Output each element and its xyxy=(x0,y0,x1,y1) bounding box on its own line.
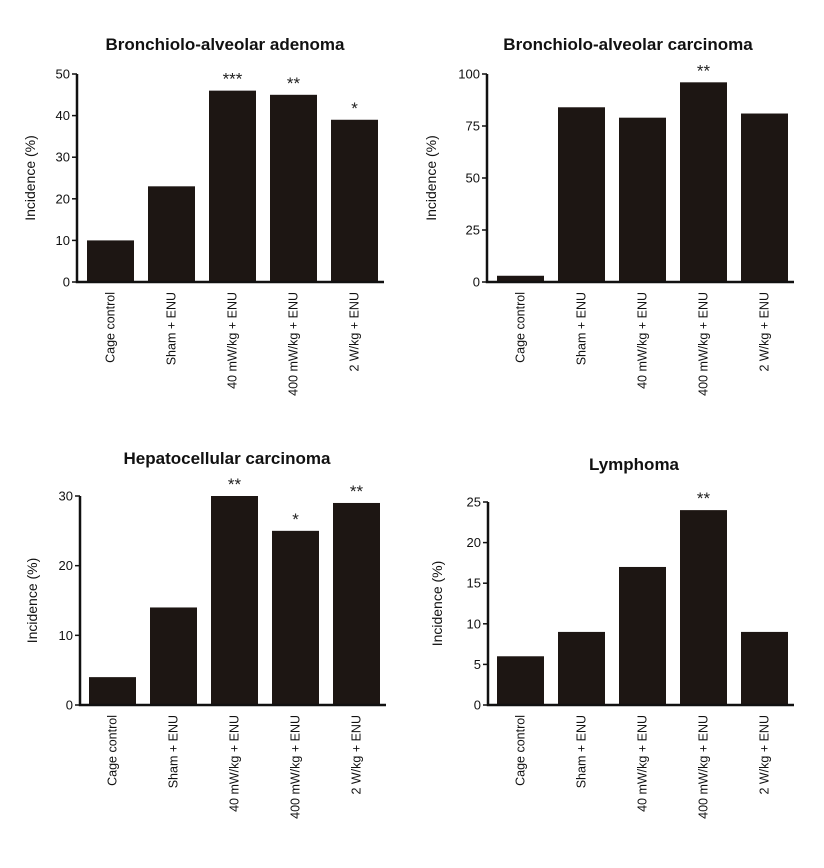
y-tick-label: 25 xyxy=(466,223,480,238)
chart-title: Hepatocellular carcinoma xyxy=(124,449,331,468)
y-tick-label: 15 xyxy=(467,576,481,591)
y-tick-label: 20 xyxy=(59,558,73,573)
bar xyxy=(333,502,380,705)
significance-marker: * xyxy=(351,99,358,118)
y-tick-label: 25 xyxy=(467,495,481,510)
chart-panel: Hepatocellular carcinoma Incidence (%) Cag… xyxy=(24,449,386,819)
significance-marker: ** xyxy=(697,489,711,508)
category-label: 400 mW/kg + ENU xyxy=(287,292,301,396)
bar xyxy=(148,186,195,282)
category-label: 40 mW/kg + ENU xyxy=(226,292,240,389)
chart-title: Bronchiolo-alveolar adenoma xyxy=(106,35,346,54)
y-tick-label: 0 xyxy=(474,698,481,713)
chart-title: Bronchiolo-alveolar carcinoma xyxy=(503,35,753,54)
y-tick-label: 10 xyxy=(56,233,70,248)
category-label: 400 mW/kg + ENU xyxy=(289,715,303,819)
y-tick-label: 20 xyxy=(56,191,70,206)
y-tick-label: 75 xyxy=(466,119,480,134)
y-tick-label: 0 xyxy=(473,275,480,290)
category-label: Cage control xyxy=(514,292,528,363)
significance-marker: *** xyxy=(223,70,243,89)
category-label: 40 mW/kg + ENU xyxy=(228,715,242,812)
bar xyxy=(89,677,136,705)
bar xyxy=(558,631,605,705)
y-tick-label: 10 xyxy=(467,616,481,631)
bar xyxy=(741,631,788,705)
category-label: 400 mW/kg + ENU xyxy=(697,715,711,819)
category-label: 2 W/kg + ENU xyxy=(758,292,772,372)
y-tick-label: 30 xyxy=(59,489,73,504)
category-label: 40 mW/kg + ENU xyxy=(636,292,650,389)
category-label: Cage control xyxy=(514,715,528,786)
category-label: Cage control xyxy=(104,292,118,363)
category-label: 40 mW/kg + ENU xyxy=(636,715,650,812)
y-axis-label: Incidence (%) xyxy=(24,558,40,644)
bar xyxy=(150,607,197,705)
y-tick-label: 10 xyxy=(59,628,73,643)
bar xyxy=(741,113,788,283)
y-axis-label: Incidence (%) xyxy=(423,135,439,221)
category-label: Sham + ENU xyxy=(575,715,589,788)
bar xyxy=(87,240,134,282)
category-label: Cage control xyxy=(106,715,120,786)
category-label: Sham + ENU xyxy=(165,292,179,365)
chart-title: Lymphoma xyxy=(589,455,680,474)
bar xyxy=(680,82,727,282)
significance-marker: ** xyxy=(287,74,301,93)
y-tick-label: 50 xyxy=(56,67,70,82)
chart-panel: Bronchiolo-alveolar adenoma Incidence (%)… xyxy=(22,35,384,396)
bar xyxy=(558,107,605,282)
bar xyxy=(270,94,317,282)
y-tick-label: 40 xyxy=(56,108,70,123)
category-label: 2 W/kg + ENU xyxy=(350,715,364,795)
significance-marker: * xyxy=(292,510,299,529)
y-tick-label: 20 xyxy=(467,535,481,550)
bar xyxy=(497,656,544,705)
category-label: 2 W/kg + ENU xyxy=(348,292,362,372)
y-tick-label: 50 xyxy=(466,171,480,186)
bar xyxy=(619,117,666,283)
bar xyxy=(497,275,544,282)
category-label: Sham + ENU xyxy=(167,715,181,788)
y-axis-label: Incidence (%) xyxy=(22,135,38,221)
y-tick-label: 5 xyxy=(474,657,481,672)
bar xyxy=(272,530,319,705)
y-tick-label: 0 xyxy=(63,275,70,290)
chart-panel: Lymphoma Incidence (%) Cage control Sham + … xyxy=(429,455,794,819)
significance-marker: ** xyxy=(228,475,242,494)
category-label: 400 mW/kg + ENU xyxy=(697,292,711,396)
bar xyxy=(619,566,666,705)
y-axis-label: Incidence (%) xyxy=(429,561,445,647)
y-tick-label: 0 xyxy=(66,698,73,713)
category-label: 2 W/kg + ENU xyxy=(758,715,772,795)
bar xyxy=(680,510,727,705)
y-tick-label: 30 xyxy=(56,150,70,165)
chart-panel: Bronchiolo-alveolar carcinoma Incidence (… xyxy=(423,35,794,396)
bar xyxy=(211,496,258,705)
bar xyxy=(209,90,256,282)
bar xyxy=(331,119,378,282)
significance-marker: ** xyxy=(350,482,364,501)
category-label: Sham + ENU xyxy=(575,292,589,365)
y-tick-label: 100 xyxy=(458,67,480,82)
significance-marker: ** xyxy=(697,61,711,80)
